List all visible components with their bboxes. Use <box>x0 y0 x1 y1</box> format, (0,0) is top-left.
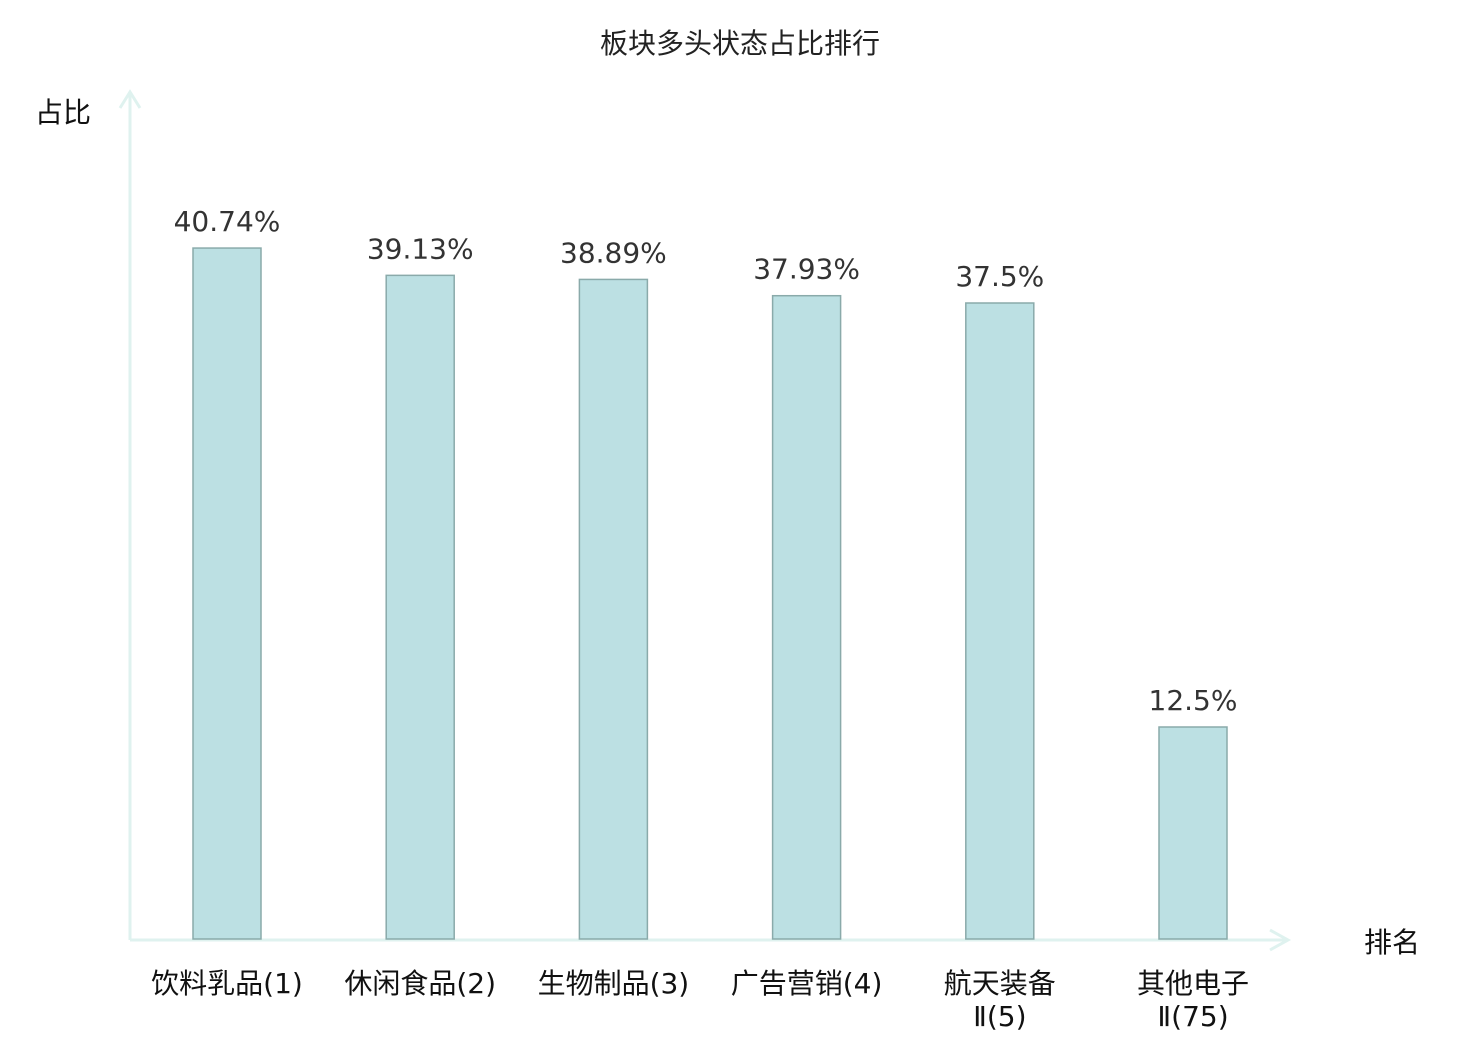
data-label: 37.93% <box>753 253 860 286</box>
bar <box>1158 726 1228 940</box>
x-tick-label: 航天装备 Ⅱ(5) <box>944 967 1056 1033</box>
x-axis-label: 排名 <box>1364 926 1420 959</box>
y-axis-label: 占比 <box>35 96 91 129</box>
data-label: 12.5% <box>1149 684 1238 717</box>
y-axis-arrow <box>118 89 142 109</box>
x-axis-arrow <box>1269 928 1292 952</box>
x-tick-label: 广告营销(4) <box>731 967 883 1000</box>
x-tick-label: 休闲食品(2) <box>344 967 496 1000</box>
bar <box>771 294 842 940</box>
data-label: 37.5% <box>955 260 1044 293</box>
data-label: 38.89% <box>560 236 667 269</box>
data-label: 40.74% <box>174 205 281 238</box>
x-tick-label: 饮料乳品(1) <box>151 967 303 1000</box>
bar <box>192 247 262 940</box>
axes <box>118 89 1292 952</box>
chart-title: 板块多头状态占比排行 <box>600 27 880 60</box>
data-label: 39.13% <box>367 232 474 265</box>
bar <box>385 274 455 940</box>
x-tick-label: 其他电子 Ⅱ(75) <box>1137 967 1249 1033</box>
bar <box>965 302 1035 940</box>
x-tick-label: 生物制品(3) <box>538 967 690 1000</box>
bar <box>578 278 649 940</box>
